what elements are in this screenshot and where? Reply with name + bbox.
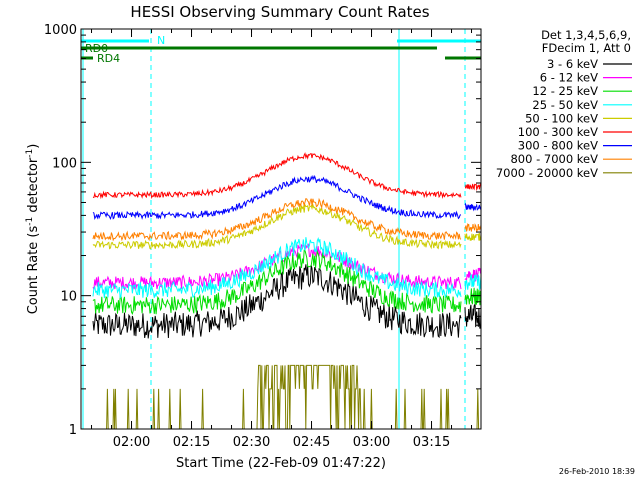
x-tick-label-03-15: 03:15: [413, 435, 450, 450]
x-tick-label-02-30: 02:30: [233, 435, 270, 450]
x-tick-label-02-45: 02:45: [293, 435, 330, 450]
flag-label-n: N: [157, 34, 165, 47]
series-line-100-300-kev-tail: [464, 183, 481, 192]
series-line-12-25-kev: [92, 249, 462, 315]
flag-label-rd0: RD0: [85, 42, 108, 55]
legend-label-100-300-kev: 100 - 300 keV: [518, 125, 598, 139]
series-line-300-800-kev-tail: [464, 202, 481, 212]
series-line-800-7000-kev-tail: [464, 222, 481, 232]
x-tick-label-02-00: 02:00: [113, 435, 150, 450]
series-line-50-100-kev: [92, 202, 462, 250]
series-line-100-300-kev: [92, 152, 462, 200]
legend-label-7000-20000-kev: 7000 - 20000 keV: [496, 166, 598, 180]
legend-label-50-100-kev: 50 - 100 keV: [525, 111, 598, 125]
series-line-12-25-kev-tail: [464, 287, 481, 306]
legend-label-800-7000-kev: 800 - 7000 keV: [510, 152, 598, 166]
plot-frame: [80, 28, 482, 430]
legend-label-6-12-kev: 6 - 12 keV: [540, 71, 598, 85]
series-line-3-6-kev: [92, 264, 462, 339]
series-line-25-50-kev-tail: [464, 273, 481, 290]
series-line-3-6-kev-tail: [464, 304, 481, 329]
y-tick-label-100: 100: [52, 156, 77, 171]
series-line-25-50-kev: [92, 237, 462, 299]
x-tick-label-02-15: 02:15: [173, 435, 210, 450]
x-tick-label-03-00: 03:00: [353, 435, 390, 450]
legend-label-12-25-kev: 12 - 25 keV: [532, 84, 598, 98]
legend-header-line-1: Det 1,3,4,5,6,9,: [541, 28, 631, 42]
y-tick-label-1: 1: [69, 423, 77, 438]
legend-header-line-2: FDecim 1, Att 0: [542, 41, 631, 55]
flag-label-rd4: RD4: [97, 52, 120, 65]
legend-label-300-800-kev: 300 - 800 keV: [518, 139, 598, 153]
series-line-7000-20000-kev: [81, 364, 481, 429]
legend-label-25-50-kev: 25 - 50 keV: [532, 98, 598, 112]
y-tick-label-1000: 1000: [44, 23, 77, 38]
generation-timestamp: 26-Feb-2010 18:39: [559, 467, 635, 476]
chart-title: HESSI Observing Summary Count Rates: [130, 3, 429, 21]
series-line-300-800-kev: [92, 174, 462, 221]
y-axis-label: Count Rate (s-1 detector-1): [25, 144, 41, 315]
x-axis-label: Start Time (22-Feb-09 01:47:22): [176, 456, 386, 471]
y-tick-label-10: 10: [60, 290, 77, 305]
series-line-800-7000-kev: [92, 197, 462, 242]
legend: Det 1,3,4,5,6,9, FDecim 1, Att 0 3 - 6 k…: [496, 28, 632, 180]
legend-label-3-6-kev: 3 - 6 keV: [547, 57, 598, 71]
series-line-50-100-kev-tail: [464, 232, 481, 241]
